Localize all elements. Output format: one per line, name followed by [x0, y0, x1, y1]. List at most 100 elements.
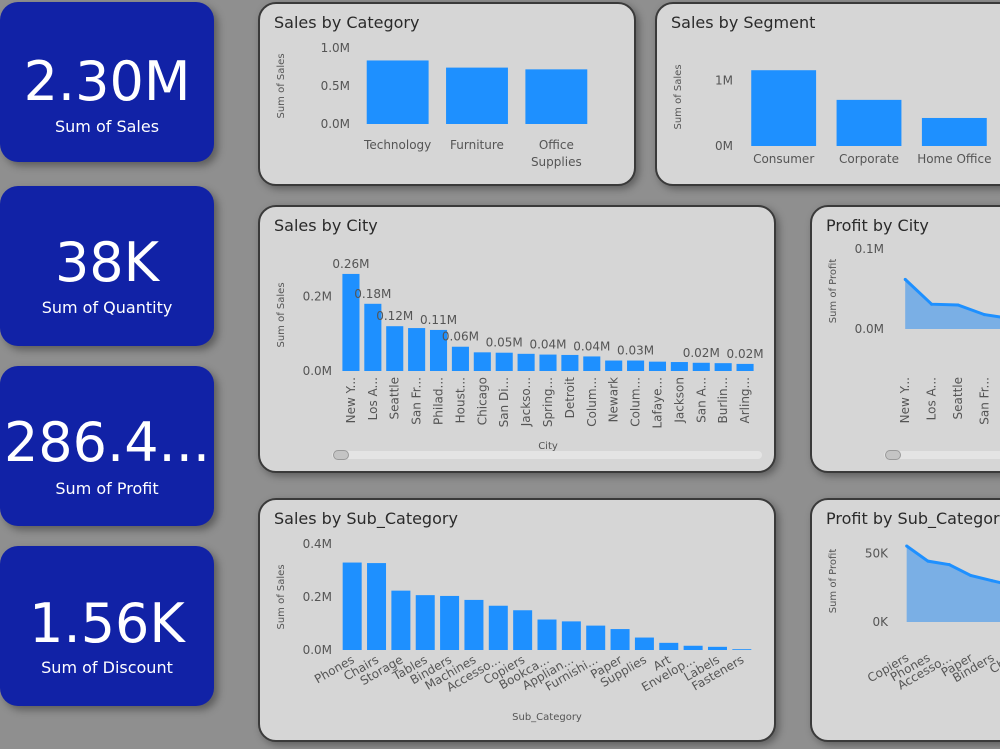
- x-tick-label: Spring...: [541, 377, 555, 427]
- horizontal-scrollbar[interactable]: [332, 451, 762, 459]
- scrollbar-handle[interactable]: [333, 450, 349, 460]
- kpi-card-profit[interactable]: 286.4... Sum of Profit: [0, 366, 214, 526]
- card-sales-by-sub-category[interactable]: Sales by Sub_Category Sum of Sales 0.0M 0.…: [258, 498, 776, 742]
- x-tick-label: Colum...: [629, 377, 643, 427]
- bar: [561, 621, 581, 650]
- data-point: [947, 563, 951, 567]
- data-label: 0.18M: [354, 287, 391, 301]
- bar: [495, 352, 513, 371]
- card-profit-by-city[interactable]: Profit by City Sum of Profit 0.0M 0.1M New …: [810, 205, 1000, 473]
- area-fill: [905, 279, 1000, 329]
- kpi-card-sales[interactable]: 2.30M Sum of Sales: [0, 2, 214, 162]
- y-axis-title: Sum of Sales: [276, 282, 287, 347]
- x-tick-label: Burlin...: [716, 377, 730, 424]
- x-tick-label: Furniture: [450, 138, 504, 152]
- y-tick-label: 0.4M: [303, 537, 332, 551]
- y-tick-label: 0.0M: [303, 364, 332, 378]
- bar: [692, 362, 710, 371]
- bar: [366, 60, 429, 124]
- x-tick-label: San Di...: [497, 377, 511, 427]
- x-tick-label: Houst...: [453, 377, 467, 423]
- chart-svg: Sum of Sales 0M 1M Consumer Corporate Home Of…: [673, 64, 991, 166]
- y-tick-label: 0.1M: [855, 242, 884, 256]
- horizontal-scrollbar[interactable]: [884, 451, 1000, 459]
- bar: [732, 649, 752, 650]
- data-label: 0.05M: [486, 336, 523, 350]
- area-fill: [906, 545, 1000, 622]
- x-tick-label: Home Office: [917, 152, 991, 166]
- data-label: 0.11M: [420, 313, 457, 327]
- data-label: 0.12M: [376, 309, 413, 323]
- bar: [391, 590, 411, 650]
- x-tick-label: Philad...: [432, 377, 446, 425]
- data-point: [982, 313, 986, 317]
- chart-title: Sales by Sub_Category: [274, 509, 458, 528]
- chart-svg: Sum of Sales0.0M0.2M0.4MPhonesChairsStor…: [276, 537, 752, 723]
- data-point: [969, 573, 973, 577]
- y-tick-label: 0K: [872, 615, 889, 629]
- x-tick-label: Supplies: [531, 155, 582, 169]
- data-label: 0.02M: [683, 346, 720, 360]
- scrollbar-handle[interactable]: [885, 450, 901, 460]
- y-tick-label: 0M: [715, 139, 733, 153]
- bar: [342, 273, 360, 371]
- chart-title: Sales by Category: [274, 13, 420, 32]
- chart-title: Sales by City: [274, 216, 378, 235]
- data-label: 0.04M: [529, 338, 566, 352]
- card-sales-by-city[interactable]: Sales by City Sum of Sales 0.0M 0.2M 0.26M 0…: [258, 205, 776, 473]
- data-label: 0.06M: [442, 330, 479, 344]
- x-tick-label: Seattle: [951, 377, 965, 419]
- x-tick-label: Newark: [607, 377, 621, 422]
- kpi-value: 286.4...: [3, 411, 211, 474]
- y-tick-label: 0.2M: [303, 289, 332, 303]
- bar: [429, 329, 448, 371]
- data-label: 0.26M: [332, 257, 369, 271]
- x-axis-title: Sub_Category: [512, 712, 582, 723]
- data-point: [956, 303, 960, 307]
- chart-title: Profit by City: [826, 216, 929, 235]
- bar: [446, 67, 508, 124]
- bar: [634, 637, 654, 650]
- x-tick-label: Jackson: [672, 377, 686, 424]
- y-axis-title: Sum of Sales: [673, 64, 684, 129]
- bar: [605, 360, 623, 371]
- bar: [670, 362, 688, 371]
- bar: [539, 354, 557, 371]
- y-axis-title: Sum of Sales: [276, 564, 287, 629]
- x-tick-label: San Fr...: [410, 377, 424, 425]
- y-tick-label: 0.5M: [321, 79, 350, 93]
- card-profit-by-sub-category[interactable]: Profit by Sub_Category Sum of Profit 0K 50…: [810, 498, 1000, 742]
- kpi-value: 38K: [54, 231, 160, 294]
- x-tick-label: Los A...: [366, 377, 380, 420]
- bar: [488, 605, 508, 650]
- kpi-card-discount[interactable]: 1.56K Sum of Discount: [0, 546, 214, 706]
- y-tick-label: 1M: [715, 74, 733, 88]
- kpi-label: Sum of Discount: [41, 658, 173, 677]
- kpi-value: 1.56K: [29, 592, 185, 655]
- bar: [517, 353, 535, 371]
- x-tick-label: Technology: [363, 138, 431, 152]
- x-axis-title: City: [538, 441, 558, 452]
- y-axis-title: Sum of Sales: [276, 53, 287, 118]
- x-tick-label: Chicago: [475, 377, 489, 425]
- bar: [367, 563, 387, 650]
- y-axis-title: Sum of Profit: [828, 549, 839, 614]
- bar: [525, 69, 588, 124]
- y-tick-label: 0.2M: [303, 590, 332, 604]
- x-tick-label: San A...: [694, 377, 708, 423]
- x-tick-label: Jackso...: [519, 377, 533, 427]
- kpi-card-quantity[interactable]: 38K Sum of Quantity: [0, 186, 214, 346]
- data-point: [926, 559, 930, 563]
- bar: [659, 642, 679, 650]
- data-point: [930, 302, 934, 306]
- kpi-label: Sum of Quantity: [41, 298, 173, 317]
- card-sales-by-category[interactable]: Sales by Category Sum of Sales 0.0M 0.5M 1.…: [258, 2, 636, 186]
- bar: [707, 646, 727, 650]
- bar: [648, 361, 667, 371]
- bar: [415, 595, 435, 650]
- x-tick-label: Los A...: [925, 377, 939, 420]
- bar: [610, 629, 630, 650]
- card-sales-by-segment[interactable]: Sales by Segment Sum of Sales 0M 1M Consume…: [655, 2, 1000, 186]
- bar: [561, 354, 579, 371]
- y-tick-label: 0.0M: [303, 643, 332, 657]
